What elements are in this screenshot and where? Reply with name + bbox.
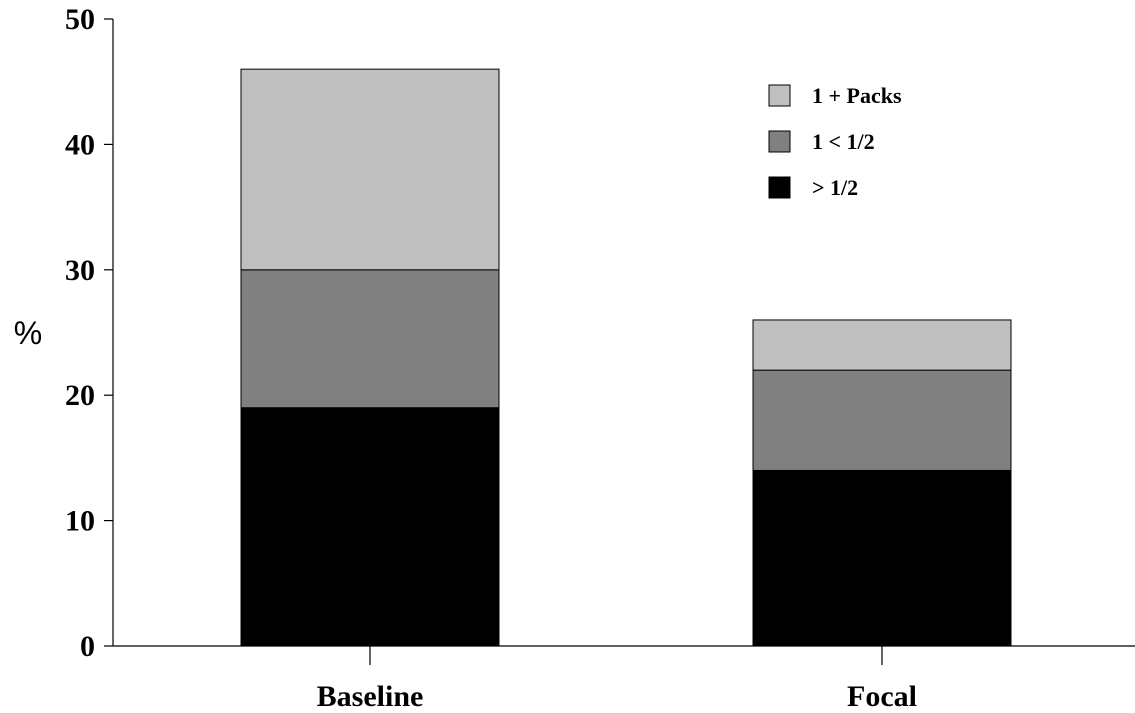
- y-tick-label: 30: [65, 254, 95, 287]
- legend-item: 1 + Packs: [768, 83, 902, 108]
- legend-item: 1 < 1/2: [768, 129, 875, 154]
- x-ticks: Baseline Focal: [317, 646, 917, 713]
- x-tick-label: Focal: [847, 680, 917, 713]
- bar-segment: [240, 269, 500, 409]
- legend-label: 1 < 1/2: [812, 129, 875, 154]
- y-tick-label: 0: [80, 630, 95, 663]
- legend: 1 + Packs 1 < 1/2 > 1/2: [768, 83, 902, 200]
- bar-segment: [752, 369, 1012, 471]
- legend-item: > 1/2: [768, 175, 858, 200]
- legend-swatch: [768, 176, 791, 199]
- y-tick-label: 10: [65, 505, 95, 538]
- y-tick-label: 40: [65, 128, 95, 161]
- legend-label: > 1/2: [812, 175, 858, 200]
- bar-segment: [752, 469, 1012, 647]
- bar-segment: [240, 407, 500, 647]
- y-axis-label: %: [14, 315, 42, 351]
- x-tick-label: Baseline: [317, 680, 424, 713]
- bar-segment: [752, 319, 1012, 371]
- y-ticks: 0 10 20 30 40 50: [65, 3, 113, 663]
- legend-label: 1 + Packs: [812, 83, 902, 108]
- legend-swatch: [768, 130, 791, 153]
- legend-swatch: [768, 84, 791, 107]
- y-tick-label: 50: [65, 3, 95, 36]
- bars: [240, 68, 1012, 647]
- bar-segment: [240, 68, 500, 271]
- y-tick-label: 20: [65, 379, 95, 412]
